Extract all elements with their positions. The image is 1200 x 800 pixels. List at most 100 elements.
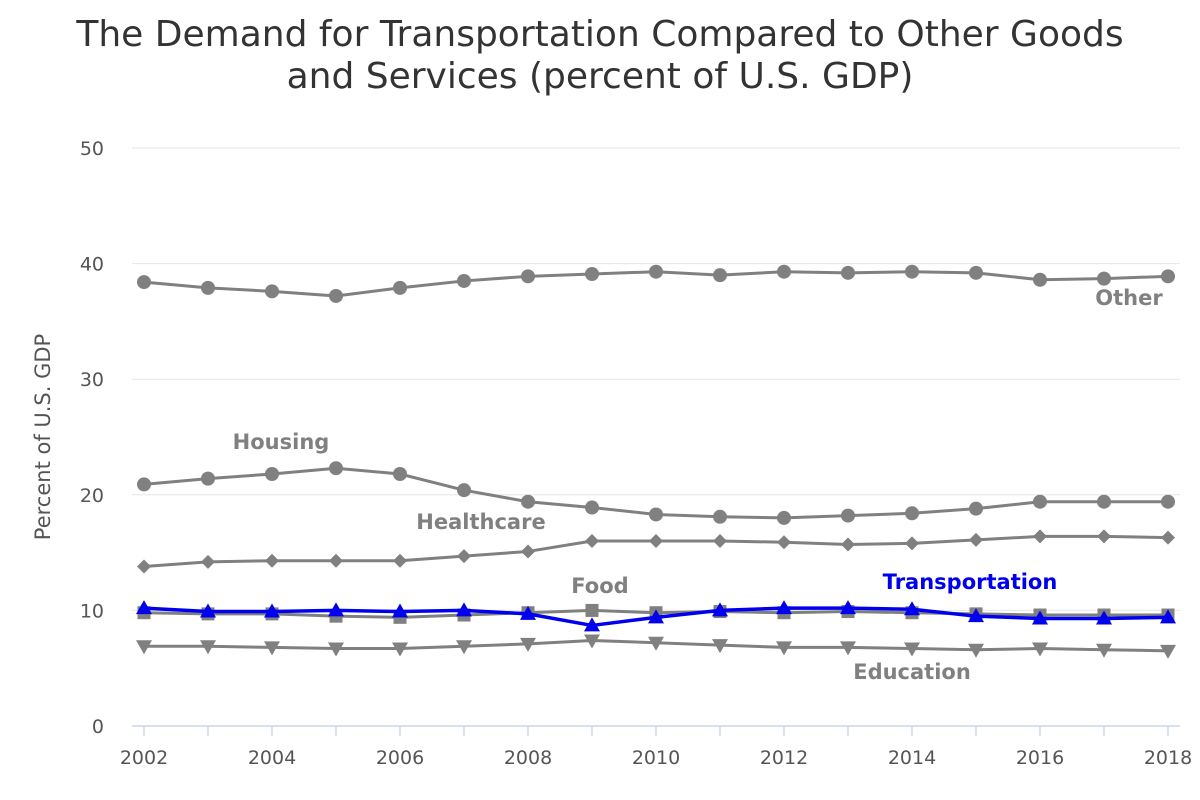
- point-other-2006: [393, 280, 407, 295]
- point-education-2005: [328, 642, 344, 657]
- point-healthcare-2014: [905, 536, 919, 551]
- point-education-2014: [904, 642, 920, 657]
- point-other-2004: [265, 284, 279, 299]
- point-other-2017: [1097, 271, 1111, 286]
- point-transportation-2005: [328, 602, 344, 617]
- point-other-2003: [201, 280, 215, 295]
- point-transportation-2007: [456, 602, 472, 617]
- chart-title-line-2: and Services (percent of U.S. GDP): [286, 56, 914, 97]
- point-other-2018: [1161, 269, 1175, 284]
- point-transportation-2008: [520, 605, 536, 620]
- x-tick-label-2004: 2004: [248, 747, 296, 769]
- point-housing-2015: [969, 501, 983, 516]
- point-healthcare-2002: [137, 559, 151, 574]
- point-healthcare-2015: [969, 532, 983, 547]
- point-other-2015: [969, 265, 983, 280]
- point-housing-2009: [585, 500, 599, 515]
- point-healthcare-2009: [585, 534, 599, 549]
- point-housing-2011: [713, 509, 727, 524]
- point-transportation-2011: [712, 602, 728, 617]
- point-housing-2005: [329, 461, 343, 476]
- point-education-2016: [1032, 642, 1048, 657]
- x-tick-label-2002: 2002: [120, 747, 168, 769]
- y-tick-label-40: 40: [80, 254, 104, 276]
- point-healthcare-2006: [393, 553, 407, 568]
- point-transportation-2009: [584, 617, 600, 632]
- point-other-2002: [137, 275, 151, 290]
- point-education-2006: [392, 642, 408, 657]
- y-axis-title: Percent of U.S. GDP: [31, 334, 55, 540]
- point-other-2010: [649, 264, 663, 279]
- point-healthcare-2003: [201, 554, 215, 569]
- point-transportation-2018: [1160, 609, 1176, 624]
- series-label-transportation: Transportation: [883, 570, 1058, 594]
- y-tick-label-50: 50: [80, 138, 104, 160]
- x-tick-label-2006: 2006: [376, 747, 424, 769]
- point-housing-2017: [1097, 494, 1111, 509]
- point-education-2002: [136, 640, 152, 655]
- point-other-2007: [457, 273, 471, 288]
- point-other-2009: [585, 267, 599, 282]
- point-healthcare-2004: [265, 553, 279, 568]
- point-other-2012: [777, 264, 791, 279]
- point-healthcare-2008: [521, 544, 535, 559]
- x-tick-label-2014: 2014: [888, 747, 936, 769]
- point-transportation-2014: [904, 601, 920, 616]
- point-transportation-2017: [1096, 610, 1112, 625]
- point-education-2008: [520, 637, 536, 652]
- point-education-2007: [456, 640, 472, 655]
- point-housing-2014: [905, 506, 919, 521]
- point-housing-2003: [201, 471, 215, 486]
- point-housing-2004: [265, 466, 279, 481]
- point-healthcare-2017: [1097, 529, 1111, 544]
- point-education-2004: [264, 641, 280, 656]
- point-housing-2006: [393, 466, 407, 481]
- point-transportation-2003: [200, 603, 216, 618]
- x-tick-label-2010: 2010: [632, 747, 680, 769]
- series-label-other: Other: [1095, 286, 1163, 310]
- series-label-education: Education: [853, 660, 971, 684]
- point-healthcare-2013: [841, 537, 855, 552]
- point-transportation-2006: [392, 603, 408, 618]
- point-education-2010: [648, 636, 664, 651]
- point-other-2005: [329, 288, 343, 303]
- point-education-2017: [1096, 643, 1112, 658]
- chart-title-line-1: The Demand for Transportation Compared t…: [76, 14, 1124, 55]
- y-tick-label-30: 30: [80, 369, 104, 391]
- point-housing-2016: [1033, 494, 1047, 509]
- series-label-housing: Housing: [233, 430, 330, 454]
- x-tick-label-2012: 2012: [760, 747, 808, 769]
- point-transportation-2013: [840, 600, 856, 615]
- point-healthcare-2010: [649, 534, 663, 549]
- point-education-2015: [968, 643, 984, 658]
- point-healthcare-2018: [1161, 530, 1175, 545]
- point-transportation-2002: [136, 600, 152, 615]
- point-food-2009: [585, 603, 599, 617]
- x-tick-label-2018: 2018: [1144, 747, 1192, 769]
- point-housing-2010: [649, 507, 663, 522]
- point-education-2011: [712, 639, 728, 654]
- point-housing-2012: [777, 510, 791, 525]
- series-label-food: Food: [571, 574, 628, 598]
- point-healthcare-2007: [457, 549, 471, 564]
- point-housing-2018: [1161, 494, 1175, 509]
- point-education-2012: [776, 641, 792, 656]
- point-education-2003: [200, 640, 216, 655]
- point-housing-2013: [841, 508, 855, 523]
- point-housing-2002: [137, 477, 151, 492]
- point-healthcare-2011: [713, 534, 727, 549]
- point-transportation-2012: [776, 600, 792, 615]
- point-other-2011: [713, 268, 727, 283]
- point-housing-2008: [521, 494, 535, 509]
- x-tick-label-2008: 2008: [504, 747, 552, 769]
- point-transportation-2016: [1032, 610, 1048, 625]
- point-other-2008: [521, 269, 535, 284]
- point-healthcare-2016: [1033, 529, 1047, 544]
- point-education-2018: [1160, 644, 1176, 659]
- point-transportation-2004: [264, 603, 280, 618]
- x-tick-label-2016: 2016: [1016, 747, 1064, 769]
- y-tick-label-20: 20: [80, 485, 104, 507]
- point-other-2013: [841, 265, 855, 280]
